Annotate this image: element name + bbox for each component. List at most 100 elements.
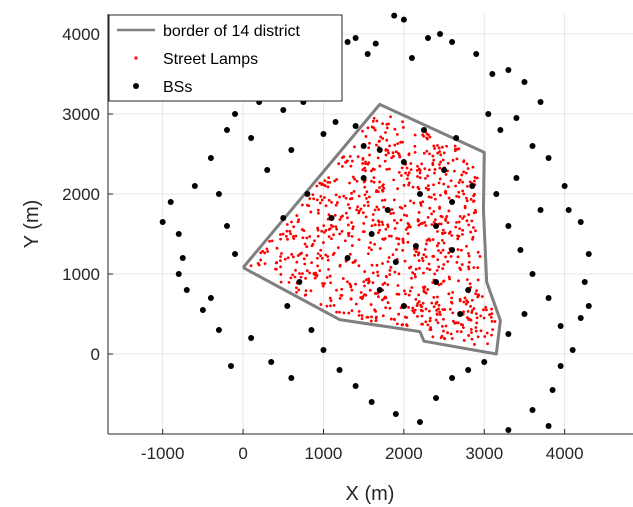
- bs-point: [199, 307, 206, 313]
- street-lamp-point: [350, 159, 354, 163]
- street-lamp-point: [351, 261, 355, 264]
- street-lamp-point: [426, 288, 430, 291]
- street-lamp-point: [367, 195, 371, 199]
- street-lamp-point: [357, 194, 361, 198]
- street-lamp-point: [430, 212, 434, 216]
- street-lamp-point: [467, 267, 471, 271]
- bs-point: [561, 183, 568, 189]
- street-lamp-point: [320, 198, 324, 202]
- street-lamp-point: [355, 208, 359, 212]
- street-lamp-point: [338, 218, 342, 221]
- street-lamp-point: [366, 126, 370, 130]
- street-lamp-point: [439, 282, 443, 286]
- street-lamp-point: [428, 239, 432, 242]
- bs-point: [449, 39, 456, 45]
- legend: border of 14 district Street Lamps BSs: [108, 14, 343, 102]
- street-lamp-point: [327, 267, 330, 271]
- street-lamp-point: [425, 149, 429, 153]
- street-lamp-point: [416, 302, 420, 305]
- street-lamp-point: [432, 193, 436, 196]
- street-lamp-point: [433, 272, 437, 276]
- street-lamp-point: [327, 235, 331, 239]
- street-lamp-point: [340, 287, 344, 291]
- street-lamp-point: [290, 220, 293, 224]
- street-lamp-point: [407, 153, 411, 157]
- street-lamp-point: [378, 247, 382, 250]
- street-lamp-point: [286, 237, 289, 241]
- street-lamp-point: [407, 181, 411, 185]
- bs-point: [529, 143, 536, 149]
- street-lamp-point: [332, 233, 336, 237]
- bs-point: [376, 287, 383, 293]
- street-lamp-point: [305, 236, 309, 240]
- street-lamp-point: [414, 275, 417, 279]
- street-lamp-point: [381, 184, 384, 188]
- street-lamp-point: [348, 155, 352, 158]
- street-lamp-point: [440, 215, 444, 219]
- street-lamp-point: [401, 126, 405, 129]
- street-lamp-point: [334, 203, 338, 207]
- street-lamp-point: [300, 228, 304, 231]
- street-lamp-point: [363, 293, 366, 297]
- bs-point: [537, 99, 544, 105]
- street-lamp-point: [377, 231, 380, 235]
- street-lamp-point: [486, 342, 489, 346]
- street-lamp-point: [371, 119, 375, 123]
- street-lamp-point: [304, 293, 308, 297]
- street-lamp-point: [447, 196, 451, 200]
- street-lamp-point: [334, 225, 338, 228]
- street-lamp-point: [462, 310, 465, 314]
- legend-bss-swatch: [133, 83, 139, 89]
- street-lamp-point: [375, 119, 379, 123]
- street-lamp-point: [327, 176, 331, 180]
- street-lamp-point: [469, 230, 473, 234]
- street-lamp-point: [372, 180, 376, 184]
- street-lamp-point: [467, 260, 471, 264]
- street-lamp-point: [441, 145, 444, 149]
- street-lamp-point: [371, 281, 375, 285]
- street-lamp-point: [381, 137, 385, 140]
- street-lamp-point: [380, 220, 384, 224]
- street-lamp-point: [385, 138, 389, 142]
- street-lamp-point: [442, 279, 446, 283]
- street-lamp-point: [364, 162, 367, 165]
- x-tick-label-5: 4000: [546, 444, 584, 463]
- bs-point: [376, 147, 383, 153]
- street-lamp-point: [462, 192, 466, 196]
- street-lamp-point: [432, 158, 436, 162]
- street-lamp-point: [400, 174, 403, 177]
- street-lamp-point: [349, 297, 353, 301]
- street-lamp-point: [473, 342, 476, 346]
- street-lamp-point: [370, 179, 373, 183]
- street-lamp-point: [429, 196, 433, 199]
- street-lamp-point: [438, 177, 442, 181]
- street-lamp-point: [436, 144, 439, 147]
- street-lamp-point: [455, 260, 459, 264]
- street-lamp-point: [327, 228, 331, 231]
- street-lamp-point: [425, 242, 428, 246]
- street-lamp-point: [424, 176, 427, 180]
- street-lamp-point: [474, 326, 478, 329]
- street-lamp-point: [279, 273, 283, 276]
- street-lamp-point: [421, 200, 425, 204]
- street-lamp-point: [370, 315, 373, 319]
- street-lamp-point: [390, 208, 394, 211]
- street-lamp-point: [355, 179, 359, 183]
- street-lamp-point: [395, 236, 399, 240]
- street-lamp-point: [428, 152, 431, 156]
- bs-point: [320, 347, 327, 353]
- street-lamp-point: [360, 317, 364, 321]
- street-lamp-point: [359, 207, 363, 211]
- bs-point: [424, 35, 431, 41]
- street-lamp-point: [339, 293, 343, 297]
- street-lamp-point: [406, 221, 410, 225]
- street-lamp-point: [427, 262, 431, 266]
- street-lamp-point: [403, 315, 407, 319]
- street-lamp-point: [363, 185, 367, 189]
- street-lamp-point: [417, 211, 421, 214]
- street-lamp-point: [382, 186, 386, 190]
- street-lamp-point: [386, 260, 390, 264]
- street-lamp-point: [340, 164, 344, 168]
- street-lamp-point: [490, 333, 493, 337]
- street-lamp-point: [361, 129, 364, 133]
